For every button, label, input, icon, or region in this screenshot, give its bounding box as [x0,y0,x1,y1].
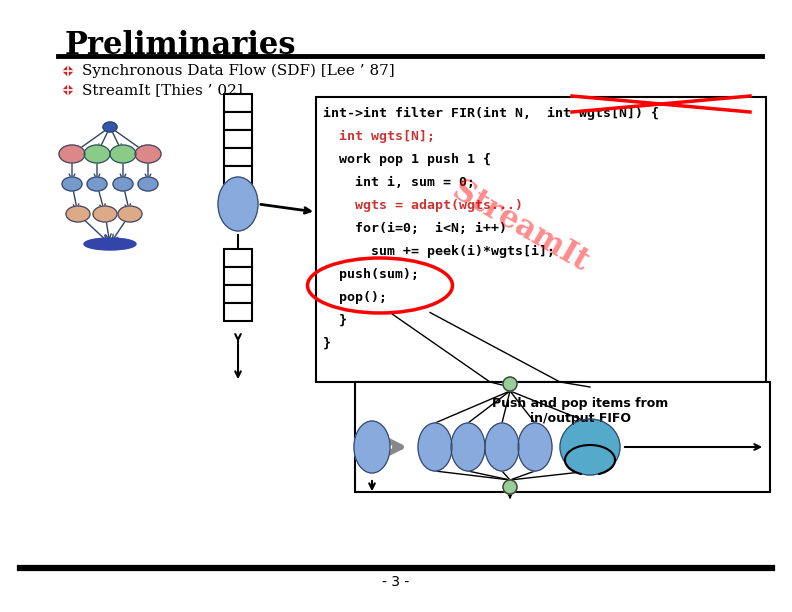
Ellipse shape [62,177,82,191]
Ellipse shape [503,377,517,391]
Bar [224,148,252,166]
Bar [224,130,252,148]
Bar [224,303,252,321]
Text: work pop 1 push 1 {: work pop 1 push 1 { [323,153,491,166]
Ellipse shape [84,238,136,250]
Ellipse shape [418,423,452,471]
Polygon shape [63,85,73,95]
Text: pop();: pop(); [323,291,387,304]
Ellipse shape [87,177,107,191]
Ellipse shape [135,145,161,163]
Bar [224,112,252,130]
Text: StreamIt [Thies ’ 02]: StreamIt [Thies ’ 02] [82,83,243,97]
Polygon shape [63,66,73,76]
Ellipse shape [218,177,258,231]
Ellipse shape [113,177,133,191]
Ellipse shape [451,423,485,471]
Ellipse shape [518,423,552,471]
Bar [224,267,252,285]
Ellipse shape [84,145,110,163]
Text: - 3 -: - 3 - [383,575,409,589]
Bar [224,94,252,112]
Ellipse shape [138,177,158,191]
Text: sum += peek(i)*wgts[i];: sum += peek(i)*wgts[i]; [323,245,555,258]
Bar [224,249,252,267]
Ellipse shape [118,206,142,222]
Ellipse shape [103,122,117,132]
Text: in/output FIFO: in/output FIFO [530,412,630,425]
Text: Preliminaries: Preliminaries [65,30,296,61]
Ellipse shape [503,480,517,494]
Text: push(sum);: push(sum); [323,268,419,281]
Bar [224,166,252,184]
Ellipse shape [485,423,519,471]
Text: }: } [323,337,331,350]
Bar [355,382,770,492]
Text: int wgts[N];: int wgts[N]; [323,130,435,143]
Text: Synchronous Data Flow (SDF) [Lee ’ 87]: Synchronous Data Flow (SDF) [Lee ’ 87] [82,64,394,78]
Ellipse shape [59,145,85,163]
Text: for(i=0;  i<N; i++): for(i=0; i<N; i++) [323,222,507,235]
Text: Push and pop items from: Push and pop items from [492,397,668,410]
Ellipse shape [110,145,136,163]
Ellipse shape [560,419,620,475]
Bar [316,97,766,382]
Text: StreamIt: StreamIt [447,176,594,278]
Text: int->int filter FIR(int N,  int wgts[N]) {: int->int filter FIR(int N, int wgts[N]) … [323,107,659,120]
Ellipse shape [354,421,390,473]
Bar [224,285,252,303]
Text: wgts = adapt(wgts...): wgts = adapt(wgts...) [323,199,523,212]
Text: int i, sum = 0;: int i, sum = 0; [323,176,475,189]
Ellipse shape [66,206,90,222]
Text: }: } [323,314,347,327]
Ellipse shape [93,206,117,222]
